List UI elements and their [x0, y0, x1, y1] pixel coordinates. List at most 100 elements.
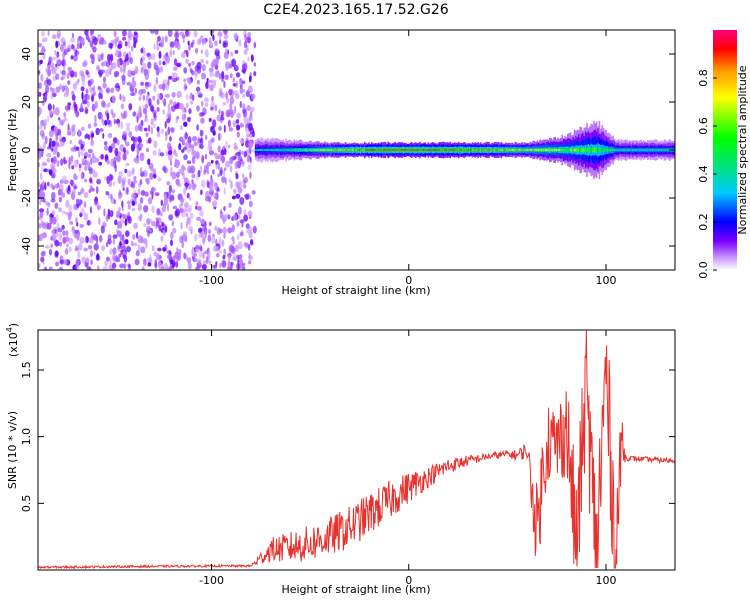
spectrogram-noise-cell — [41, 45, 45, 54]
spectrogram-noise-cell — [183, 231, 188, 237]
spectrogram-noise-cell — [58, 266, 64, 270]
spectrogram-noise-cell — [65, 199, 70, 208]
spectrogram-signal-cell — [655, 149, 657, 151]
spectrogram-noise-cell — [46, 153, 52, 158]
spectrogram-noise-cell — [142, 265, 145, 270]
spectrogram-noise-cell — [55, 261, 60, 267]
spectrogram-signal-cell — [394, 149, 396, 151]
spectrogram-signal-cell — [300, 149, 302, 151]
spectrogram-noise-cell — [185, 221, 188, 229]
spectrogram-noise-cell — [187, 40, 190, 46]
spectrogram-noise-cell — [124, 141, 130, 147]
spectrogram-signal-cell — [453, 149, 456, 151]
spectrogram-noise-cell — [209, 79, 213, 84]
spectrogram-noise-cell — [58, 232, 63, 241]
spectrogram-noise-cell — [205, 164, 209, 170]
spectrogram-noise-cell — [239, 83, 243, 89]
spectrogram-noise-cell — [41, 180, 45, 187]
spectrogram-noise-cell — [225, 91, 228, 100]
spectrogram-signal-cell — [303, 149, 305, 151]
spectrogram-noise-cell — [67, 80, 71, 85]
spectrogram-noise-cell — [223, 124, 226, 133]
spectrogram-noise-cell — [162, 229, 166, 236]
spectrogram-noise-cell — [84, 151, 88, 156]
spectrogram-signal-cell — [340, 149, 342, 151]
spectrogram-noise-cell — [72, 226, 75, 231]
spectrogram-noise-cell — [59, 83, 62, 90]
colorbar-tick-label: 0.2 — [697, 213, 710, 231]
spectrogram-noise-cell — [154, 30, 159, 35]
spectrogram-signal-cell — [347, 149, 349, 151]
spectrogram-noise-cell — [146, 95, 150, 100]
spectrogram-noise-cell — [38, 151, 42, 160]
spectrogram-signal-cell — [401, 149, 403, 151]
spectrogram-noise-cell — [108, 264, 113, 270]
spectrogram-noise-cell — [160, 39, 165, 48]
spectrogram-noise-cell — [107, 238, 112, 245]
spectrogram-noise-cell — [70, 37, 75, 43]
spectrogram-noise-cell — [95, 186, 99, 194]
spectrogram-noise-cell — [87, 153, 92, 158]
spectrogram-noise-cell — [71, 128, 76, 137]
spectrogram-noise-cell — [137, 122, 143, 130]
spectrogram-noise-cell — [218, 126, 222, 131]
spectrogram-noise-cell — [69, 221, 74, 225]
spectrogram-noise-cell — [234, 50, 239, 54]
spectrogram-signal-cell — [608, 148, 610, 152]
spectrogram-noise-cell — [233, 142, 238, 149]
spectrogram-noise-cell — [90, 259, 93, 266]
spectrogram-noise-cell — [198, 143, 201, 149]
spectrogram-signal-cell — [435, 149, 438, 151]
spectrogram-noise-cell — [81, 157, 86, 164]
spectrogram-signal-cell — [477, 149, 479, 151]
spectrogram-noise-cell — [181, 211, 186, 218]
spectrogram-noise-cell — [136, 111, 140, 116]
spectrogram-noise-cell — [94, 100, 98, 109]
spectrogram-signal-cell — [318, 149, 320, 151]
spectrogram-noise-cell — [160, 212, 163, 217]
spectrogram-signal-cell — [259, 149, 261, 151]
spectrogram-noise-cell — [107, 53, 111, 62]
spectrogram-noise-cell — [55, 40, 59, 48]
spectrogram-noise-cell — [193, 30, 198, 38]
spectrogram-noise-cell — [147, 230, 150, 237]
spectrogram-noise-cell — [237, 241, 243, 250]
spectrogram-noise-cell — [209, 84, 214, 92]
spectrogram-noise-cell — [188, 196, 192, 201]
spectrogram-noise-cell — [141, 62, 147, 71]
spectrogram-noise-cell — [122, 147, 127, 154]
spectrogram-noise-cell — [82, 61, 87, 68]
spectrogram-signal-cell — [482, 149, 485, 151]
spectrogram-noise-cell — [74, 233, 77, 239]
spectrogram-noise-cell — [85, 236, 89, 243]
spectrogram-noise-cell — [235, 119, 240, 124]
spectrogram-noise-cell — [102, 221, 107, 226]
spectrogram-noise-cell — [131, 45, 134, 52]
spectrogram-noise-cell — [132, 111, 137, 117]
spectrogram-signal-cell — [587, 148, 590, 152]
spectrogram-noise-cell — [185, 93, 189, 100]
spectrogram-noise-cell — [248, 200, 253, 208]
spectrogram-noise-cell — [174, 32, 180, 39]
spectrogram-noise-cell — [55, 63, 58, 68]
spectrogram-noise-cell — [133, 136, 138, 143]
spectrogram-noise-cell — [248, 114, 252, 122]
spectrogram-noise-cell — [196, 124, 199, 131]
spectrogram-signal-cell — [535, 149, 537, 151]
x-tick-label: 0 — [405, 274, 412, 287]
spectrogram-noise-cell — [199, 165, 202, 174]
spectrogram-noise-cell — [223, 42, 228, 48]
spectrogram-noise-cell — [212, 200, 218, 208]
spectrogram-noise-cell — [234, 105, 237, 114]
spectrogram-noise-cell — [75, 265, 80, 270]
spectrogram-noise-cell — [242, 183, 247, 189]
spectrogram-noise-cell — [174, 158, 178, 165]
spectrogram-noise-cell — [98, 40, 102, 45]
spectrogram-noise-cell — [249, 157, 252, 164]
spectrogram-noise-cell — [136, 231, 139, 239]
spectrogram-noise-cell — [153, 113, 157, 121]
spectrogram-noise-cell — [90, 250, 93, 258]
spectrogram-noise-cell — [200, 49, 203, 54]
spectrogram-noise-cell — [243, 214, 249, 222]
spectrogram-noise-cell — [80, 150, 83, 156]
